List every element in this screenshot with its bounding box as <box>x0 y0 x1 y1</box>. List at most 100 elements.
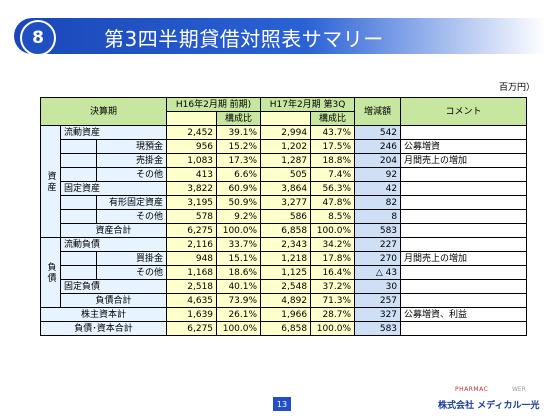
cell-comment <box>400 209 528 224</box>
table-row: 負債 流動負債 2,116 33.7% 2,343 34.2% 227 <box>40 237 528 308</box>
cell-comment <box>400 293 528 308</box>
cell-prev: 578 <box>166 209 218 224</box>
cell-curr-ratio: 37.2% <box>310 279 356 294</box>
cell-comment: 月間売上の増加 <box>400 153 528 168</box>
cell-diff: 8 <box>354 209 402 224</box>
cell-diff: 30 <box>354 279 402 294</box>
cell-comment: 公募増資 <box>400 139 528 154</box>
cell-diff: 542 <box>354 125 402 140</box>
table-row: 現預金 956 15.2% 1,202 17.5% 246 公募増資 <box>41 139 528 154</box>
cell-diff: 246 <box>354 139 402 154</box>
indent-cell <box>60 139 97 154</box>
cell-curr-ratio: 17.5% <box>310 139 356 154</box>
cell-prev: 2,518 <box>166 279 218 294</box>
company-logo: 株式会社 メディカル一光 <box>438 401 540 411</box>
header-diff: 増減額 <box>354 97 402 126</box>
cell-prev-ratio: 15.1% <box>216 251 262 266</box>
row-label: 負債合計 <box>59 293 168 308</box>
row-label: 負債･資本合計 <box>39 321 168 336</box>
row-label: 現預金 <box>95 139 168 154</box>
cell-curr: 1,287 <box>260 153 312 168</box>
table-row: 固定負債 2,518 40.1% 2,548 37.2% 30 <box>41 279 528 294</box>
cell-prev: 2,452 <box>166 125 218 140</box>
cell-diff: 92 <box>354 167 402 182</box>
header-curr-ratio: 構成比 <box>310 111 356 126</box>
cell-curr: 1,202 <box>260 139 312 154</box>
table-row: 資産 流動資産 2,452 39.1% 2,994 43.7% 542 <box>40 125 528 238</box>
indent-cell <box>60 265 97 280</box>
cell-curr-ratio: 34.2% <box>310 237 356 252</box>
cell-prev-ratio: 6.6% <box>216 167 262 182</box>
cell-curr: 1,125 <box>260 265 312 280</box>
cell-curr: 505 <box>260 167 312 182</box>
cell-comment <box>400 265 528 280</box>
cell-curr-ratio: 71.3% <box>310 293 356 308</box>
table-header-row: 決算期 H16年2月期 前期) H17年2月期 第3Q 増減額 コメント <box>39 97 528 126</box>
cell-diff: 270 <box>354 251 402 266</box>
row-label: 売掛金 <box>95 153 168 168</box>
cell-comment <box>400 223 528 238</box>
table-row: 資産合計 6,275 100.0% 6,858 100.0% 583 <box>41 223 528 238</box>
table-row: 売掛金 1,083 17.3% 1,287 18.8% 204 月間売上の増加 <box>41 153 528 168</box>
table-row: その他 1,168 18.6% 1,125 16.4% △ 43 <box>41 265 528 280</box>
cell-curr-ratio: 43.7% <box>310 125 356 140</box>
header-comment: コメント <box>400 97 528 126</box>
table-row: 負債合計 4,635 73.9% 4,892 71.3% 257 <box>41 293 528 308</box>
table-subheader-row: 構成比 構成比 <box>41 111 527 126</box>
cell-comment <box>400 125 528 140</box>
cell-prev: 413 <box>166 167 218 182</box>
balance-sheet-table: 決算期 H16年2月期 前期) H17年2月期 第3Q 増減額 コメント 構成比… <box>39 97 528 336</box>
cell-curr: 2,343 <box>260 237 312 252</box>
cell-comment <box>400 181 528 196</box>
row-label: 株主資本計 <box>39 307 168 322</box>
cell-prev: 948 <box>166 251 218 266</box>
cell-diff: 82 <box>354 195 402 210</box>
unit-label: 百万円） <box>498 83 535 93</box>
cell-curr-ratio: 17.8% <box>310 251 356 266</box>
cell-comment <box>400 321 528 336</box>
cell-prev-ratio: 73.9% <box>216 293 262 308</box>
cell-prev-ratio: 50.9% <box>216 195 262 210</box>
cell-curr-ratio: 18.8% <box>310 153 356 168</box>
indent-cell <box>60 153 97 168</box>
cell-curr: 2,994 <box>260 125 312 140</box>
cell-prev-ratio: 100.0% <box>216 321 262 336</box>
table-row: 買掛金 948 15.1% 1,218 17.8% 270 月間売上の増加 <box>41 251 528 266</box>
cell-curr: 6,858 <box>260 223 312 238</box>
group-assets: 資産 <box>40 125 61 238</box>
cell-prev-ratio: 26.1% <box>216 307 262 322</box>
slide-title: 第3四半期貸借対照表サマリー <box>104 27 384 51</box>
cell-diff: 204 <box>354 153 402 168</box>
cell-curr: 4,892 <box>260 293 312 308</box>
indent-cell <box>60 209 97 224</box>
cell-prev-ratio: 9.2% <box>216 209 262 224</box>
header-curr: H17年2月期 第3Q <box>260 97 356 112</box>
page-number: 13 <box>273 397 291 411</box>
table-row: 株主資本計 1,639 26.1% 1,966 28.7% 327 公募増資、利… <box>39 307 528 322</box>
cell-curr-ratio: 56.3% <box>310 181 356 196</box>
row-label: その他 <box>95 209 168 224</box>
header-prev-ratio: 構成比 <box>216 111 262 126</box>
table-row: その他 578 9.2% 586 8.5% 8 <box>41 209 528 224</box>
indent-cell <box>60 251 97 266</box>
table-row: 固定資産 3,822 60.9% 3,864 56.3% 42 <box>41 181 528 196</box>
cell-curr: 586 <box>260 209 312 224</box>
cell-prev-ratio: 33.7% <box>216 237 262 252</box>
row-label: 買掛金 <box>95 251 168 266</box>
table-row: 負債･資本合計 6,275 100.0% 6,858 100.0% 583 <box>39 321 528 336</box>
cell-curr-ratio: 7.4% <box>310 167 356 182</box>
cell-comment <box>400 279 528 294</box>
indent-cell <box>60 167 97 182</box>
table-row: その他 413 6.6% 505 7.4% 92 <box>41 167 528 182</box>
header-curr-amount <box>260 111 312 126</box>
cell-prev-ratio: 18.6% <box>216 265 262 280</box>
cell-prev: 4,635 <box>166 293 218 308</box>
cell-curr: 3,864 <box>260 181 312 196</box>
cell-prev: 2,116 <box>166 237 218 252</box>
header-prev-amount <box>166 111 218 126</box>
cell-comment <box>400 237 528 252</box>
header-period: 決算期 <box>39 97 168 126</box>
row-label: 流動資産 <box>59 125 168 140</box>
cell-diff: △ 43 <box>354 265 402 280</box>
cell-curr: 3,277 <box>260 195 312 210</box>
